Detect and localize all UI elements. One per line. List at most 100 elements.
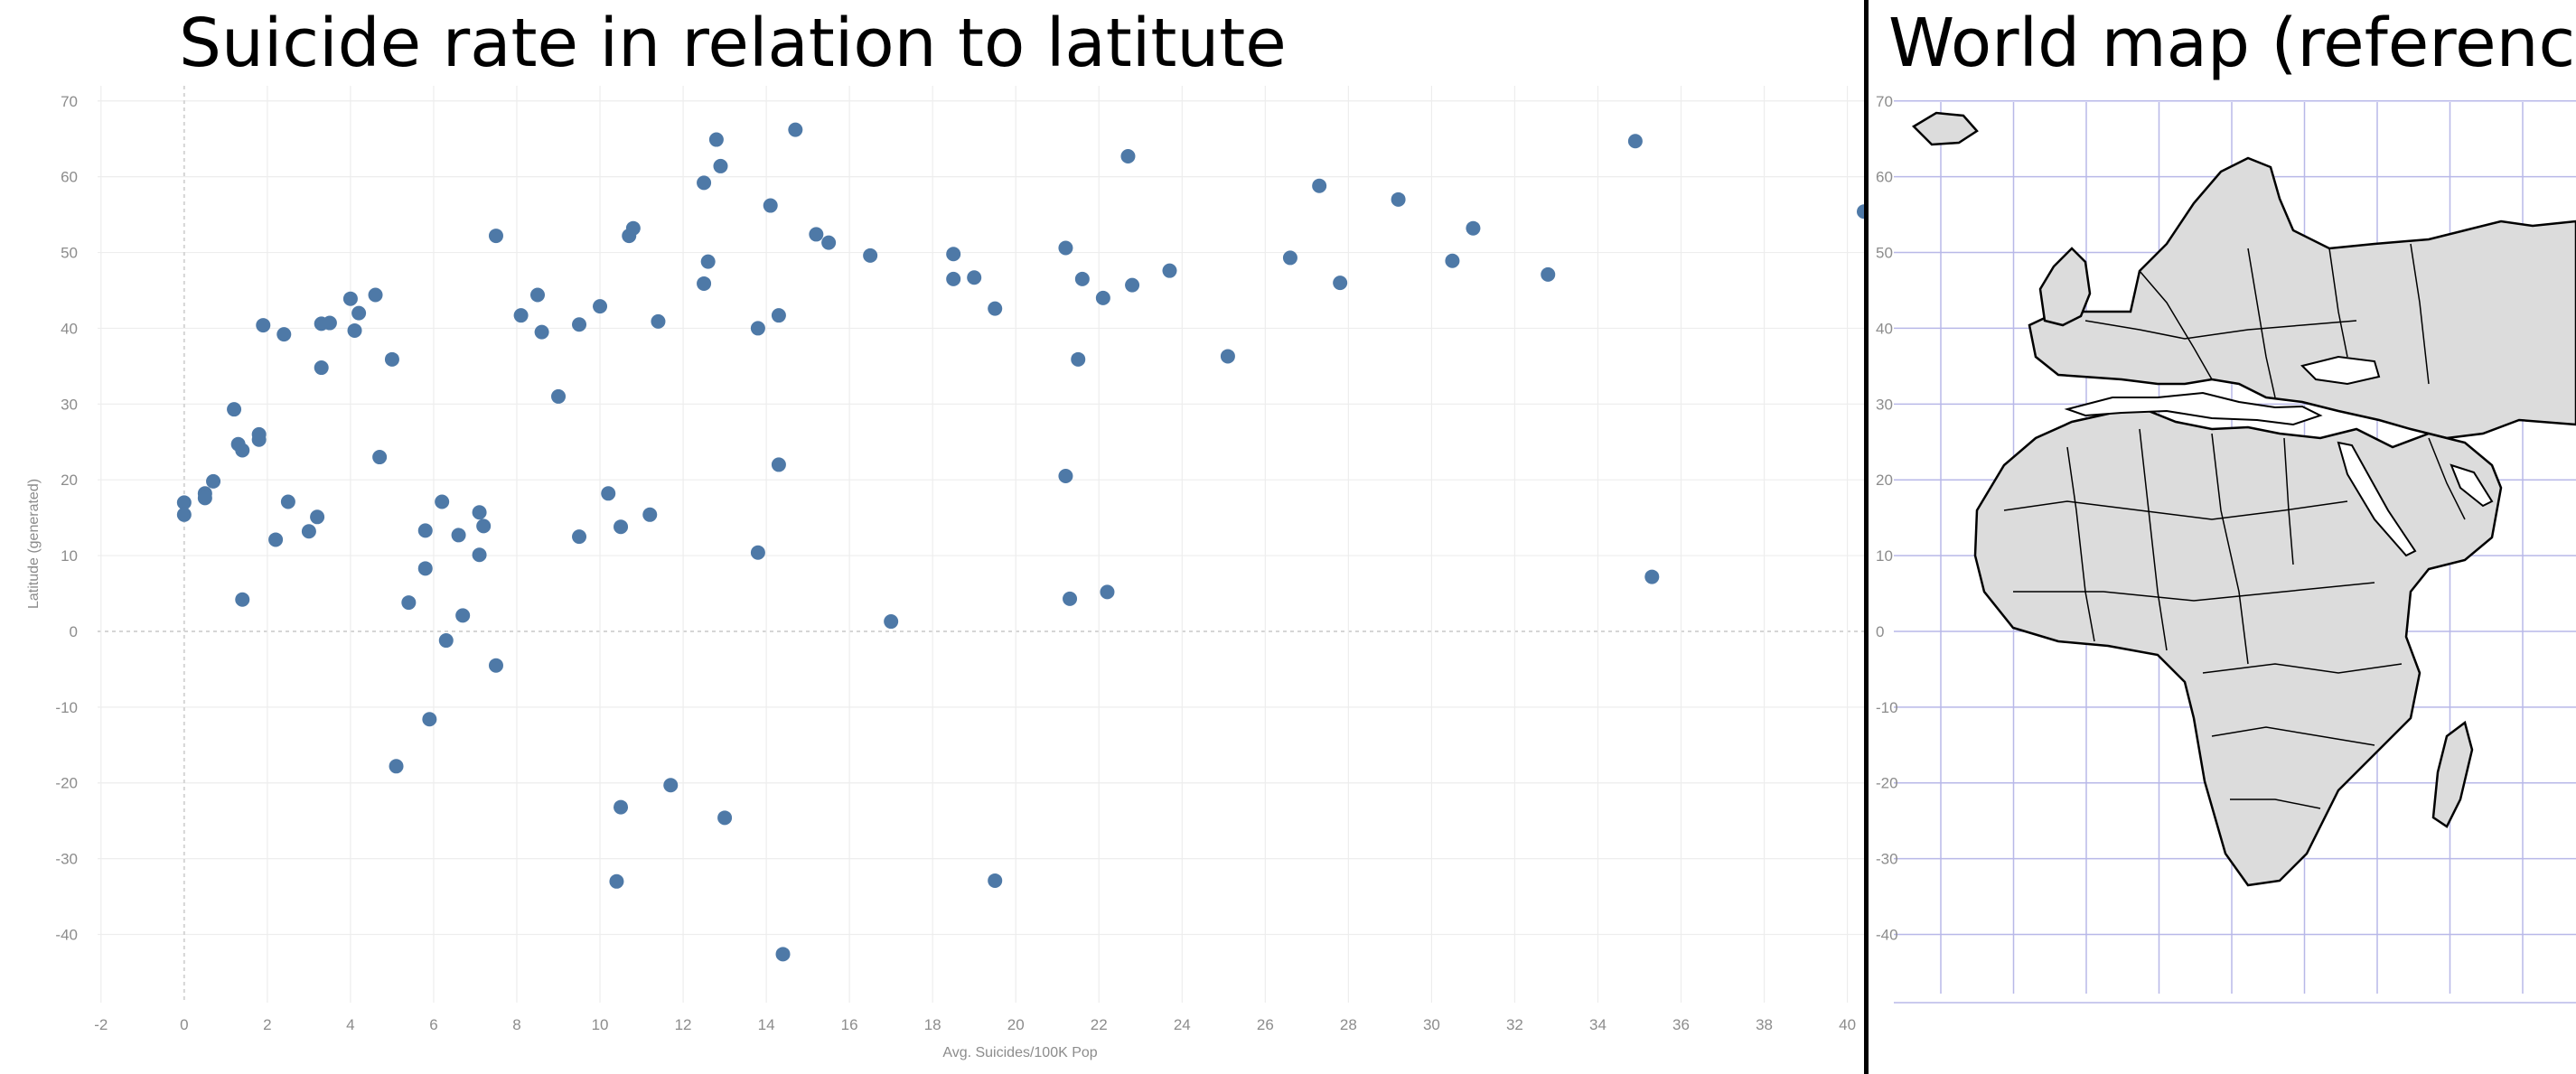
map-title: World map (reference) bbox=[1888, 5, 2576, 82]
data-point bbox=[1162, 263, 1177, 278]
x-tick-label: 26 bbox=[1257, 1016, 1274, 1033]
data-point bbox=[988, 301, 1003, 316]
data-point bbox=[513, 308, 529, 323]
map-borders bbox=[2003, 243, 2466, 809]
y-tick-label: 50 bbox=[61, 245, 78, 262]
x-tick-label: 16 bbox=[841, 1016, 858, 1033]
data-point bbox=[389, 759, 404, 774]
map-y-tick-label: -30 bbox=[1876, 851, 1898, 868]
data-point bbox=[401, 595, 417, 611]
map-y-tick-label: -10 bbox=[1876, 699, 1898, 716]
data-point bbox=[417, 523, 433, 538]
data-point bbox=[1333, 276, 1348, 291]
data-point bbox=[534, 324, 549, 340]
data-point bbox=[713, 158, 728, 173]
data-point bbox=[809, 227, 824, 242]
map-y-axis-ticks: 70 60 50 40 30 20 10 0 -10 -20 -30 -40 bbox=[1876, 93, 1898, 944]
data-point bbox=[301, 524, 316, 539]
data-point bbox=[551, 388, 567, 404]
data-point bbox=[1125, 277, 1140, 293]
y-tick-label: -10 bbox=[55, 699, 78, 716]
data-point bbox=[700, 254, 716, 269]
data-point bbox=[1466, 220, 1481, 236]
x-tick-label: 38 bbox=[1756, 1016, 1773, 1033]
data-point bbox=[1074, 271, 1090, 286]
chart-title: Suicide rate in relation to latitute bbox=[179, 5, 1287, 82]
map-british-isles bbox=[2038, 247, 2092, 327]
data-point bbox=[176, 495, 192, 510]
data-point bbox=[1058, 469, 1073, 484]
data-point bbox=[642, 507, 658, 522]
x-tick-label: 8 bbox=[512, 1016, 520, 1033]
scatter-points bbox=[176, 122, 1864, 962]
data-point bbox=[788, 122, 803, 137]
data-point bbox=[1627, 134, 1643, 149]
panel-divider bbox=[1864, 0, 1869, 1074]
data-point bbox=[593, 299, 608, 314]
data-point bbox=[280, 494, 295, 509]
x-tick-label: 24 bbox=[1174, 1016, 1191, 1033]
data-point bbox=[717, 810, 733, 826]
data-point bbox=[422, 712, 437, 727]
data-point bbox=[601, 486, 616, 501]
data-point bbox=[625, 220, 641, 236]
data-point bbox=[368, 287, 383, 303]
data-point bbox=[206, 473, 221, 489]
data-point bbox=[197, 490, 212, 506]
data-point bbox=[1120, 149, 1136, 164]
data-point bbox=[476, 518, 492, 534]
data-point bbox=[614, 519, 629, 535]
data-point bbox=[276, 327, 292, 342]
y-axis-ticks: 70 60 50 40 30 20 10 0 -10 -20 -30 -40 bbox=[55, 93, 78, 944]
data-point bbox=[708, 132, 724, 147]
map-persian-gulf bbox=[2450, 463, 2494, 508]
data-point bbox=[351, 305, 367, 321]
data-point bbox=[1312, 178, 1327, 193]
data-point bbox=[227, 402, 242, 417]
data-point bbox=[750, 321, 765, 336]
data-point bbox=[750, 545, 765, 560]
data-point bbox=[235, 592, 250, 607]
map-africa bbox=[1973, 409, 2503, 887]
data-point bbox=[322, 315, 337, 331]
data-point bbox=[1100, 584, 1115, 600]
x-tick-label: 4 bbox=[346, 1016, 354, 1033]
world-map: 70 60 50 40 30 20 10 0 -10 -20 -30 -40 bbox=[1876, 93, 2576, 1004]
data-point bbox=[946, 247, 961, 262]
x-tick-label: 28 bbox=[1340, 1016, 1357, 1033]
x-tick-label: 2 bbox=[263, 1016, 271, 1033]
map-y-tick-label: -20 bbox=[1876, 775, 1898, 792]
data-point bbox=[1857, 204, 1864, 219]
x-tick-label: 34 bbox=[1589, 1016, 1606, 1033]
map-y-tick-label: 0 bbox=[1876, 623, 1884, 640]
data-point bbox=[438, 633, 454, 649]
map-y-tick-label: 50 bbox=[1876, 245, 1893, 262]
x-tick-label: -2 bbox=[94, 1016, 108, 1033]
data-point bbox=[472, 505, 487, 520]
y-tick-label: 10 bbox=[61, 547, 78, 565]
x-tick-label: 0 bbox=[180, 1016, 188, 1033]
data-point bbox=[455, 608, 471, 623]
map-europe bbox=[2028, 156, 2576, 440]
map-y-tick-label: 20 bbox=[1876, 472, 1893, 489]
x-axis-label: Avg. Suicides/100K Pop bbox=[942, 1045, 1097, 1060]
data-point bbox=[451, 528, 466, 543]
data-point bbox=[342, 291, 358, 306]
y-tick-label: 20 bbox=[61, 472, 78, 489]
data-point bbox=[697, 276, 712, 291]
y-tick-label: -40 bbox=[55, 927, 78, 944]
data-point bbox=[256, 318, 271, 333]
data-point bbox=[488, 229, 503, 244]
data-point bbox=[697, 175, 712, 191]
data-point bbox=[609, 873, 624, 889]
map-y-tick-label: -40 bbox=[1876, 927, 1898, 944]
data-point bbox=[1063, 591, 1078, 606]
map-madagascar bbox=[2431, 720, 2474, 828]
data-point bbox=[472, 547, 487, 563]
data-point bbox=[310, 509, 325, 525]
data-point bbox=[1391, 191, 1406, 207]
chart-gridlines bbox=[98, 86, 1864, 1003]
x-tick-label: 32 bbox=[1506, 1016, 1523, 1033]
x-tick-label: 10 bbox=[592, 1016, 609, 1033]
data-point bbox=[614, 799, 629, 815]
